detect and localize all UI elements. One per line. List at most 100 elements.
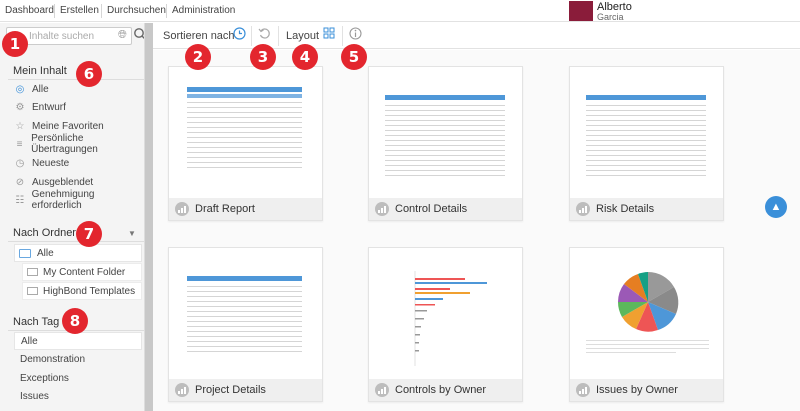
sidebar-item-neueste[interactable]: ◷ Neueste [14,155,70,171]
folder-highbond-templates[interactable]: HighBond Templates [22,282,142,300]
globe-icon[interactable]: 🌐︎ [118,29,127,41]
thumbnail-row [187,316,302,317]
card-control-details[interactable]: Control Details [368,66,523,221]
user-first-name[interactable]: Alberto [597,1,632,13]
thumbnail-row [385,140,505,141]
sidebar-item-favoriten[interactable]: ☆ Meine Favoriten [14,118,104,134]
tag-exceptions[interactable]: Exceptions [20,372,69,384]
thumbnail-row [586,155,706,156]
thumbnail-header [385,95,505,100]
droplet-icon: ▲ [770,201,782,213]
report-thumbnail [576,75,719,195]
card-risk-details[interactable]: Risk Details [569,66,724,221]
nav-erstellen[interactable]: Erstellen [60,5,99,16]
toolbar-separator [342,26,343,46]
toolbar-separator [251,26,252,46]
hidden-icon: ⊘ [15,176,25,188]
folder-icon [19,248,31,258]
grid-layout-icon[interactable] [323,27,335,42]
folder-all[interactable]: Alle [14,244,142,262]
top-navigation: Dashboard Erstellen Durchsuchen Administ… [0,0,800,22]
thumbnail-row [187,346,302,347]
thumbnail-row [187,127,302,128]
sidebar-item-genehmigung[interactable]: ☷ Genehmigung erforderlich [14,189,144,211]
tag-all[interactable]: Alle [14,332,142,350]
thumbnail-row [187,162,302,163]
thumbnail-row [586,130,706,131]
thumbnail-row [187,326,302,327]
scroll-to-top-button[interactable]: ▲ [765,196,787,218]
card-title: Project Details [195,384,266,396]
card-issues-by-owner[interactable]: Issues by Owner [569,247,724,402]
sidebar-item-uebertragungen[interactable]: ≡ Persönliche Übertragungen [14,133,144,155]
annotation-badge: 8 [62,308,88,334]
thumbnail-row [385,110,505,111]
toolbar-separator [278,26,279,46]
folder-icon [27,287,38,295]
card-controls-by-owner[interactable]: Controls by Owner [368,247,523,402]
thumbnail-header [187,276,302,281]
thumbnail-row [187,341,302,342]
thumbnail-row [187,167,302,168]
sidebar-item-entwurf[interactable]: ⚙ Entwurf [14,99,66,115]
sidebar-item-ausgeblendet[interactable]: ⊘ Ausgeblendet [14,174,93,190]
chart-icon [175,202,189,216]
layout-label[interactable]: Layout [286,30,320,42]
undo-icon[interactable] [258,27,271,43]
thumbnail-row [385,150,505,151]
sort-label[interactable]: Sortieren nach [163,30,235,42]
chart-icon [375,202,389,216]
avatar[interactable] [569,1,593,21]
thumbnail-row [385,105,505,106]
info-icon[interactable] [349,27,362,43]
search-placeholder: Inhalte suchen [29,31,95,42]
sidebar-item-label: Neueste [32,157,70,169]
card-footer: Draft Report [169,198,322,220]
chart-icon [175,383,189,397]
thumbnail-row [187,331,302,332]
annotation-badge: 4 [292,44,318,70]
thumbnail-header [586,95,706,100]
card-draft-report[interactable]: Draft Report [168,66,323,221]
thumbnail-row [586,110,706,111]
sidebar-item-alle[interactable]: ◎ Alle [14,81,49,97]
nav-dashboard[interactable]: Dashboard [5,5,54,16]
sidebar-scrollbar[interactable] [145,23,153,411]
card-footer: Controls by Owner [369,379,522,401]
thumbnail-row [385,130,505,131]
search-icon [134,28,144,39]
search-button[interactable] [133,27,144,45]
thumbnail-row [187,301,302,302]
nav-administration[interactable]: Administration [172,5,236,16]
chevron-down-icon[interactable]: ▼ [128,229,136,238]
card-footer: Control Details [369,198,522,220]
chart-icon [576,202,590,216]
thumbnail-row [385,145,505,146]
clock-icon[interactable] [233,27,246,43]
thumbnail-row [187,286,302,287]
report-thumbnail [375,75,518,195]
divider [8,79,144,80]
clock-icon: ◷ [15,157,25,169]
folder-label: Alle [37,247,54,259]
thumbnail-row [586,135,706,136]
user-last-name[interactable]: Garcia [597,12,624,22]
annotation-badge: 1 [2,31,28,57]
card-title: Controls by Owner [395,384,487,396]
thumbnail-row [586,160,706,161]
chart-icon [576,383,590,397]
thumbnail-row [187,112,302,113]
thumbnail-row [187,336,302,337]
nav-separator [54,4,55,18]
thumbnail-row [385,155,505,156]
card-project-details[interactable]: Project Details [168,247,323,402]
folder-my-content[interactable]: My Content Folder [22,263,142,281]
sidebar-item-label: Persönliche Übertragungen [31,133,98,155]
tag-issues[interactable]: Issues [20,390,49,402]
chart-icon [375,383,389,397]
thumbnail-row [385,135,505,136]
tag-demonstration[interactable]: Demonstration [20,353,86,365]
thumbnail-row [586,140,706,141]
card-footer: Project Details [169,379,322,401]
nav-durchsuchen[interactable]: Durchsuchen [107,5,166,16]
